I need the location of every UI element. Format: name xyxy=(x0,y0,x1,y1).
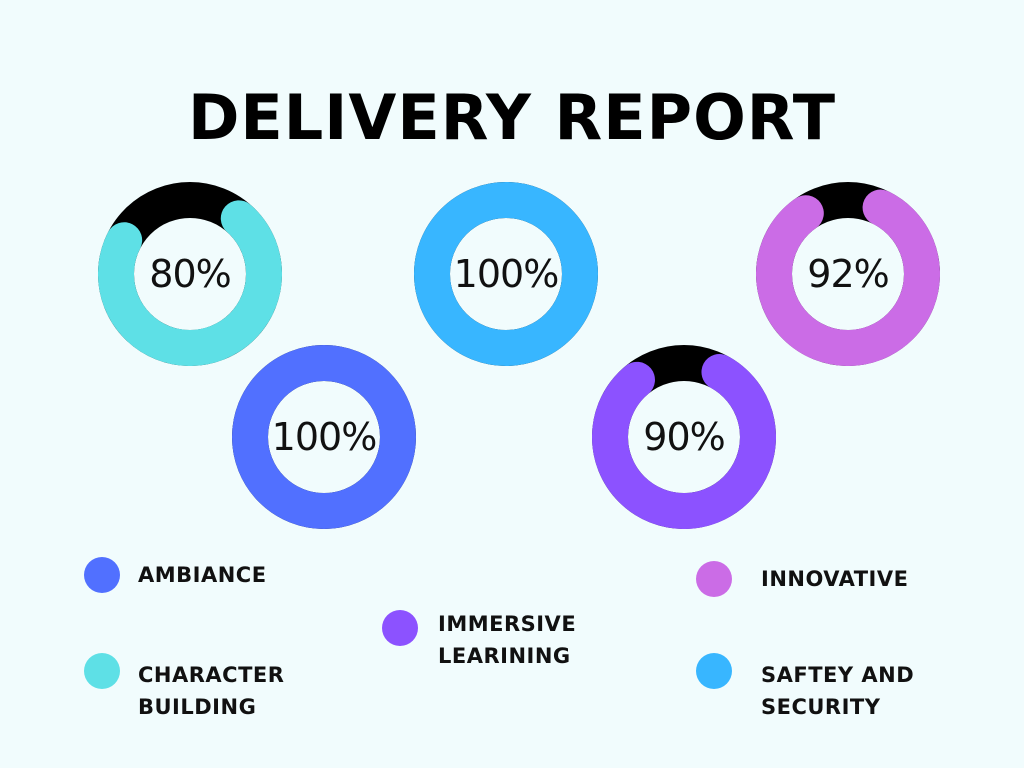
legend-swatch xyxy=(696,653,732,689)
legend-label-immersive-learning: IMMERSIVE LEARINING xyxy=(438,612,577,668)
donut-value-label: 90% xyxy=(643,415,725,459)
donut-chart xyxy=(98,182,282,366)
legend-item-innovative xyxy=(696,561,732,597)
legend-swatch xyxy=(696,561,732,597)
donut-value-label: 100% xyxy=(453,252,560,296)
donut-value-arc xyxy=(232,345,416,529)
donut-chart xyxy=(592,345,776,529)
donut-innovative: 92% xyxy=(756,182,940,366)
donut-value-arc xyxy=(592,354,776,529)
donut-chart xyxy=(232,345,416,529)
donut-value-arc xyxy=(414,182,598,366)
donut-value-arc xyxy=(756,189,940,366)
donut-ambiance: 100% xyxy=(232,345,416,529)
legend-label-innovative: INNOVATIVE xyxy=(761,567,909,591)
legend-label-safety-security: SAFTEY AND SECURITY xyxy=(761,663,915,719)
legend-swatch xyxy=(84,557,120,593)
donut-value-arc xyxy=(98,200,282,366)
legend-swatch xyxy=(84,653,120,689)
legend-item-safety-security xyxy=(696,653,732,689)
legend-swatch xyxy=(382,610,418,646)
legend-item-character-building xyxy=(84,653,120,689)
donut-chart xyxy=(756,182,940,366)
donut-immersive-learning: 90% xyxy=(592,345,776,529)
donut-value-label: 80% xyxy=(149,252,231,296)
donut-chart xyxy=(414,182,598,366)
donut-value-label: 100% xyxy=(271,415,378,459)
legend-item-immersive-learning xyxy=(382,610,418,646)
donut-value-label: 92% xyxy=(807,252,889,296)
donut-safety-security: 100% xyxy=(414,182,598,366)
legend-item-ambiance xyxy=(84,557,120,593)
page-title: DELIVERY REPORT xyxy=(187,81,837,154)
donut-character-building: 80% xyxy=(98,182,282,366)
legend-label-character-building: CHARACTER BUILDING xyxy=(138,663,285,719)
legend-label-ambiance: AMBIANCE xyxy=(138,563,267,587)
